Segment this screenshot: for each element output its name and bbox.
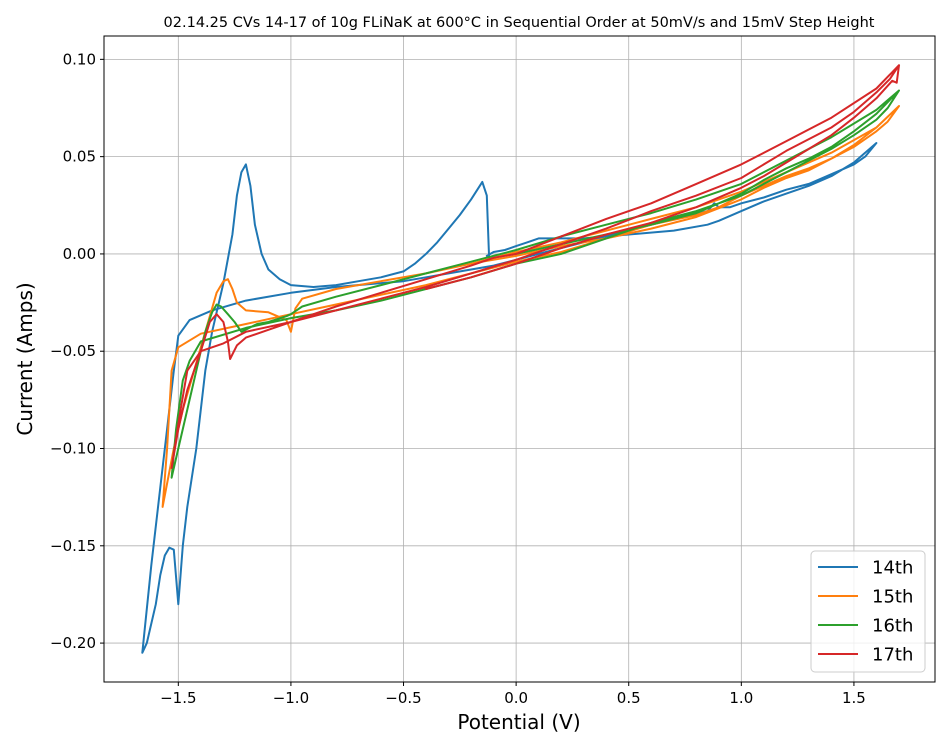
legend-label: 14th (872, 558, 913, 579)
x-axis-ticks: −1.5 −1.0 −0.5 0.0 0.5 1.0 1.5 (160, 682, 866, 707)
x-tick-label: 0.5 (617, 689, 641, 707)
grid (104, 36, 935, 682)
series-line-17th (170, 64, 900, 469)
y-axis-title: Current (Amps) (13, 282, 37, 435)
x-tick-label: 1.0 (729, 689, 753, 707)
x-tick-label: 0.0 (504, 689, 528, 707)
y-tick-label: −0.15 (50, 537, 96, 555)
y-tick-label: 0.05 (63, 148, 96, 166)
y-tick-label: 0.00 (63, 245, 96, 263)
y-tick-label: −0.05 (50, 342, 96, 360)
x-tick-label: −1.5 (160, 689, 196, 707)
y-axis-ticks: −0.20 −0.15 −0.10 −0.05 0.00 0.05 0.10 (50, 50, 104, 652)
series-line-15th (161, 105, 900, 508)
legend-label: 17th (872, 645, 913, 666)
series-line-16th (170, 89, 900, 479)
legend-label: 15th (872, 587, 913, 608)
legend-box (810, 550, 926, 673)
x-tick-label: 1.5 (842, 689, 866, 707)
y-tick-label: −0.10 (50, 440, 96, 458)
series-lines (141, 64, 900, 654)
y-tick-label: −0.20 (50, 634, 96, 652)
x-axis-title: Potential (V) (457, 710, 580, 734)
y-tick-label: 0.10 (63, 50, 96, 68)
x-tick-label: −0.5 (385, 689, 421, 707)
plot-area-frame (103, 35, 936, 683)
x-tick-label: −1.0 (273, 689, 309, 707)
chart-title: 02.14.25 CVs 14-17 of 10g FLiNaK at 600°… (164, 15, 875, 31)
legend-label: 16th (872, 616, 913, 637)
legend: 14th 15th 16th 17th (810, 550, 926, 673)
series-line-14th (141, 142, 878, 654)
